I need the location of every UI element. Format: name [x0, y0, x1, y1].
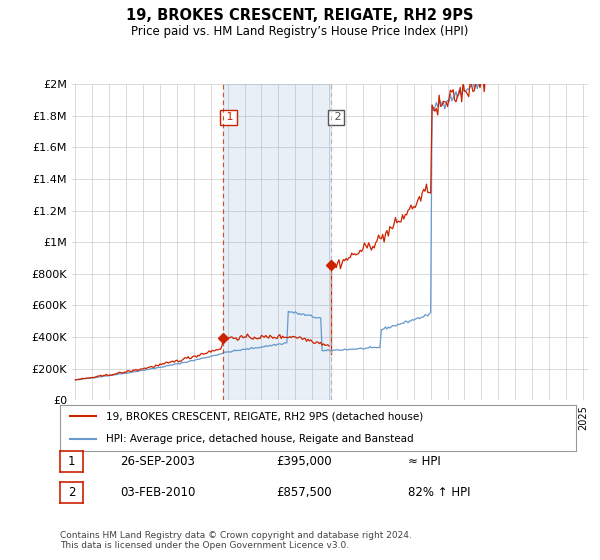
Text: 19, BROKES CRESCENT, REIGATE, RH2 9PS: 19, BROKES CRESCENT, REIGATE, RH2 9PS: [126, 8, 474, 24]
Text: 2: 2: [331, 113, 341, 123]
Text: Price paid vs. HM Land Registry’s House Price Index (HPI): Price paid vs. HM Land Registry’s House …: [131, 25, 469, 38]
Text: 26-SEP-2003: 26-SEP-2003: [120, 455, 195, 468]
Text: £857,500: £857,500: [276, 486, 332, 499]
Text: 1: 1: [68, 455, 75, 468]
Text: ≈ HPI: ≈ HPI: [408, 455, 441, 468]
Text: Contains HM Land Registry data © Crown copyright and database right 2024.
This d: Contains HM Land Registry data © Crown c…: [60, 530, 412, 550]
Text: 19, BROKES CRESCENT, REIGATE, RH2 9PS (detached house): 19, BROKES CRESCENT, REIGATE, RH2 9PS (d…: [106, 412, 424, 421]
Text: 03-FEB-2010: 03-FEB-2010: [120, 486, 196, 499]
Text: £395,000: £395,000: [276, 455, 332, 468]
Bar: [223, 84, 331, 400]
Text: 2: 2: [68, 486, 75, 499]
Text: HPI: Average price, detached house, Reigate and Banstead: HPI: Average price, detached house, Reig…: [106, 435, 414, 444]
Text: 82% ↑ HPI: 82% ↑ HPI: [408, 486, 470, 499]
Text: 1: 1: [223, 113, 234, 123]
